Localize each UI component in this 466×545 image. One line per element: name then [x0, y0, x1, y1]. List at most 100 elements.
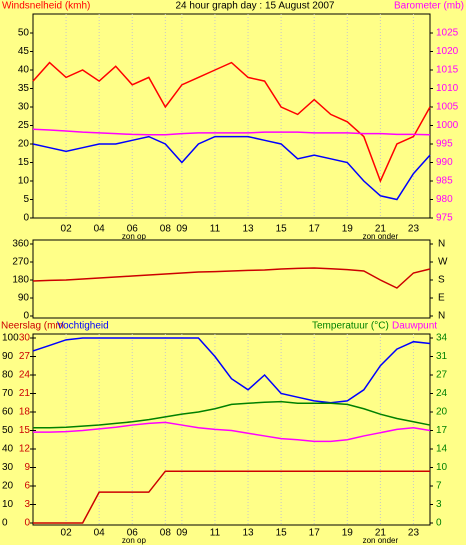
y3-tick-label: 24: [19, 370, 31, 381]
x-tick-label: 02: [61, 224, 73, 235]
y-tick-label: 360: [12, 239, 29, 250]
x-tick-label: 19: [342, 224, 354, 235]
y-tick-label: 50: [18, 28, 30, 39]
y2-tick-label: 1020: [436, 46, 459, 57]
sun-label: zon op: [122, 536, 147, 545]
y2-tick-label: 14: [436, 444, 448, 455]
y-tick-label: 30: [18, 102, 30, 113]
x-tick-label: 17: [309, 224, 321, 235]
series-line: [33, 400, 431, 429]
y2-tick-label: 990: [436, 157, 453, 168]
y3-tick-label: 15: [19, 425, 31, 436]
legend-label: Temperatuur (°C): [312, 321, 389, 332]
series-line: [32, 267, 431, 289]
x-tick-label: 15: [276, 528, 288, 539]
y2-tick-label: 34: [436, 333, 448, 344]
x-tick-label: 13: [242, 224, 254, 235]
y-tick-label: 5: [23, 194, 29, 205]
x-tick-label: 09: [176, 528, 188, 539]
series-line: [32, 61, 431, 183]
y2-tick-label: W: [438, 257, 448, 268]
sun-label: zon onder: [363, 232, 399, 241]
y-tick-label: 100: [2, 333, 19, 344]
legend-label: Vochtigheid: [57, 321, 109, 332]
y2-tick-label: 995: [436, 139, 453, 150]
y3-tick-label: 27: [19, 351, 31, 362]
y-tick-label: 35: [18, 83, 30, 94]
y2-tick-label: 980: [436, 194, 453, 205]
x-tick-label: 21: [375, 528, 387, 539]
x-tick-label: 11: [210, 224, 221, 235]
y2-tick-label: 1015: [436, 65, 459, 76]
y-tick-label: 80: [2, 370, 14, 381]
y2-tick-label: N: [438, 239, 445, 250]
sun-label: zon onder: [363, 536, 399, 545]
legend-label: Neerslag (mm: [1, 321, 64, 332]
y-tick-label: 270: [12, 257, 29, 268]
x-tick-label: 04: [94, 528, 106, 539]
y2-tick-label: E: [438, 293, 445, 304]
y2-tick-label: 975: [436, 213, 453, 224]
y-tick-label: 0: [23, 311, 29, 322]
y-tick-label: 30: [2, 462, 14, 473]
y3-tick-label: 6: [24, 481, 30, 492]
y2-tick-label: 0: [436, 518, 442, 529]
x-tick-label: 23: [408, 528, 420, 539]
y2-axis-title: Barometer (mb): [394, 1, 464, 12]
sun-label: zon op: [122, 232, 147, 241]
x-tick-label: 17: [309, 528, 321, 539]
series-line: [33, 470, 430, 524]
y3-tick-label: 12: [19, 444, 31, 455]
y-tick-label: 10: [18, 176, 30, 187]
y-tick-label: 90: [18, 293, 30, 304]
y3-tick-label: 3: [24, 499, 30, 510]
x-tick-label: 21: [375, 224, 387, 235]
y-tick-label: 10: [2, 499, 14, 510]
y2-tick-label: 985: [436, 176, 453, 187]
plot-frame: [32, 239, 431, 319]
x-tick-label: 15: [276, 224, 288, 235]
y-tick-label: 20: [2, 481, 14, 492]
y-tick-label: 15: [18, 157, 30, 168]
x-tick-label: 04: [94, 224, 106, 235]
y2-tick-label: 20: [436, 407, 448, 418]
series-line: [32, 135, 431, 201]
y-tick-label: 60: [2, 407, 14, 418]
y2-tick-label: 31: [436, 351, 448, 362]
series-line: [33, 421, 431, 443]
y2-tick-label: 24: [436, 388, 448, 399]
y3-tick-label: 9: [24, 462, 30, 473]
x-tick-label: 08: [160, 224, 172, 235]
y2-tick-label: 1010: [436, 83, 459, 94]
y2-tick-label: 27: [436, 370, 448, 381]
x-tick-label: 06: [127, 224, 139, 235]
y3-tick-label: 30: [19, 333, 31, 344]
y-tick-label: 0: [23, 213, 29, 224]
y2-tick-label: 17: [436, 425, 448, 436]
y2-tick-label: 1000: [436, 120, 459, 131]
y2-tick-label: 10: [436, 462, 448, 473]
y-tick-label: 70: [2, 388, 14, 399]
y2-tick-label: 1025: [436, 28, 459, 39]
y-tick-label: 45: [18, 46, 30, 57]
y-tick-label: 0: [2, 518, 8, 529]
y-tick-label: 180: [12, 275, 29, 286]
x-tick-label: 19: [342, 528, 354, 539]
y-tick-label: 90: [2, 351, 14, 362]
legend-label: Dauwpunt: [392, 321, 437, 332]
y-tick-label: 40: [2, 444, 14, 455]
y3-tick-label: 21: [19, 388, 31, 399]
y3-tick-label: 18: [19, 407, 31, 418]
y-tick-label: 40: [18, 65, 30, 76]
x-tick-label: 06: [127, 528, 139, 539]
y-tick-label: 25: [18, 120, 30, 131]
y3-tick-label: 0: [24, 518, 30, 529]
series-line: [32, 128, 431, 136]
y2-tick-label: S: [438, 275, 445, 286]
x-tick-label: 13: [242, 528, 254, 539]
x-tick-label: 02: [61, 528, 73, 539]
x-tick-label: 09: [176, 224, 188, 235]
x-tick-label: 11: [210, 528, 221, 539]
y2-tick-label: N: [438, 311, 445, 322]
